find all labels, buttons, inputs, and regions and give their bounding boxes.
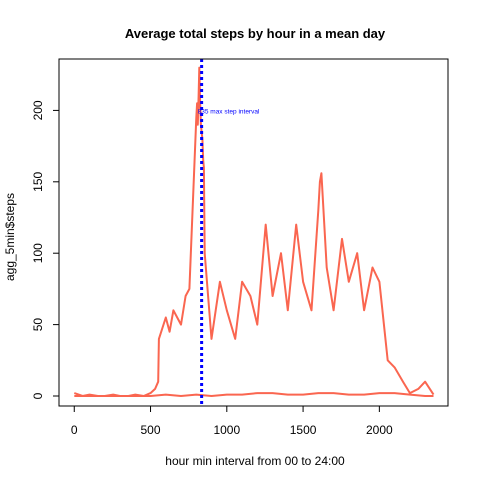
- marker-layer: 835 max step interval: [198, 59, 260, 406]
- y-tick-label: 50: [31, 318, 45, 332]
- x-tick-label: 2000: [366, 423, 393, 437]
- plot-frame: [58, 58, 449, 407]
- series-line-2: [74, 392, 434, 397]
- series-layer: [73, 66, 435, 397]
- chart-title: Average total steps by hour in a mean da…: [125, 26, 386, 41]
- x-tick-label: 500: [141, 423, 161, 437]
- y-tick-label: 200: [31, 100, 45, 120]
- y-tick-label: 0: [31, 392, 45, 399]
- series-line-1: [73, 66, 435, 397]
- y-tick-label: 150: [31, 171, 45, 191]
- max-interval-annotation: 835 max step interval: [198, 108, 260, 115]
- x-tick-label: 1000: [213, 423, 240, 437]
- y-tick-label: 100: [31, 243, 45, 263]
- x-tick-label: 0: [71, 423, 78, 437]
- x-axis-label: hour min interval from 00 to 24:00: [165, 454, 345, 468]
- x-tick-label: 1500: [290, 423, 317, 437]
- y-axis-label: agg_5min$steps: [3, 193, 17, 281]
